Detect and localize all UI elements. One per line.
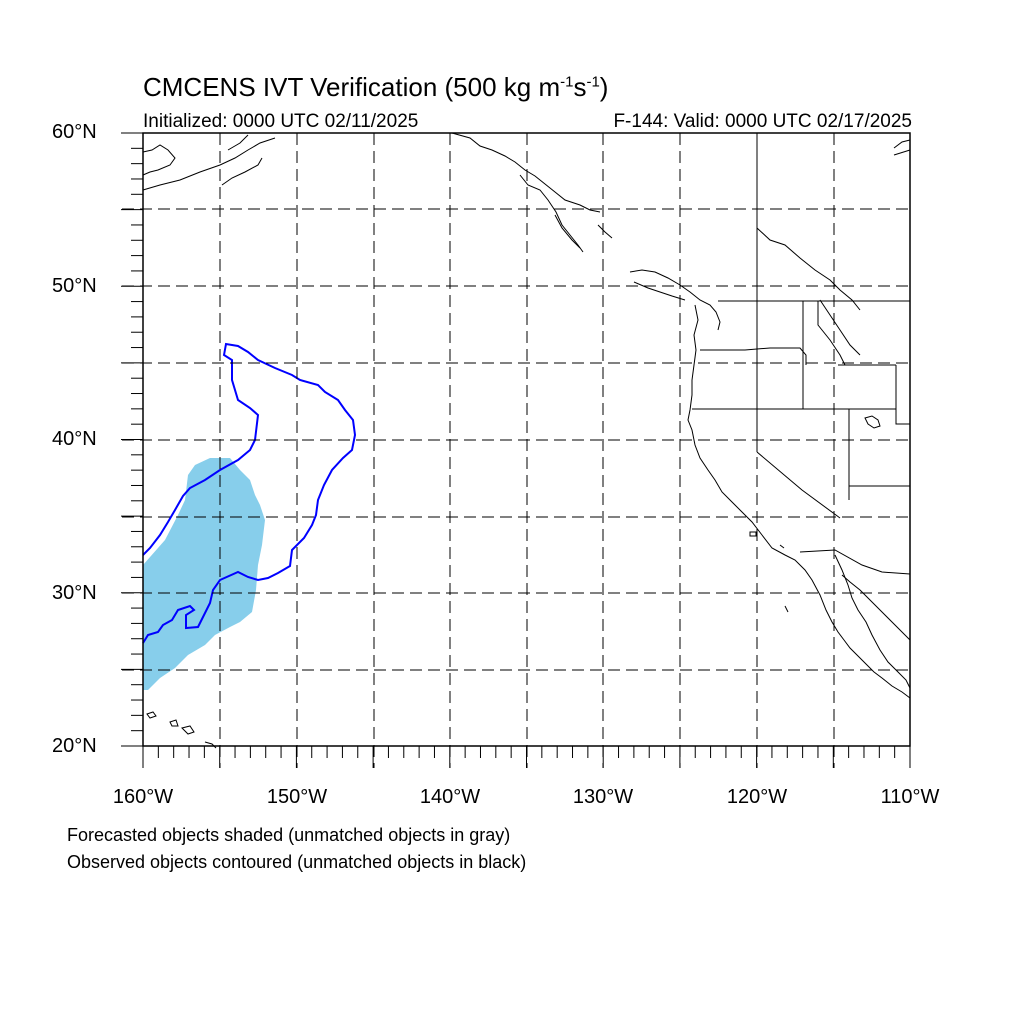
coastlines (142, 132, 911, 749)
lat-label-50: 50°N (52, 275, 97, 297)
lon-label-130w: 130°W (572, 786, 634, 808)
lat-label-20: 20°N (52, 735, 97, 757)
legend-observed: Observed objects contoured (unmatched ob… (67, 852, 527, 872)
lon-label-160w: 160°W (112, 786, 174, 808)
valid-time-label: F-144: Valid: 0000 UTC 02/17/2025 (613, 111, 912, 132)
initialized-label: Initialized: 0000 UTC 02/11/2025 (143, 111, 419, 132)
lat-label-30: 30°N (52, 582, 97, 604)
lon-label-150w: 150°W (266, 786, 328, 808)
lon-label-140w: 140°W (419, 786, 481, 808)
lon-grid-lines (219, 133, 835, 768)
forecast-object (143, 458, 265, 690)
legend-forecast: Forecasted objects shaded (unmatched obj… (67, 825, 511, 845)
axis-ticks (121, 132, 911, 768)
map-title: CMCENS IVT Verification (500 kg m-1s-1) (143, 72, 609, 102)
lon-label-110w: 110°W (880, 786, 940, 808)
lat-label-40: 40°N (52, 428, 97, 450)
lat-label-60: 60°N (52, 121, 97, 143)
observed-contour (142, 342, 357, 644)
lon-label-120w: 120°W (726, 786, 788, 808)
political-borders (692, 133, 911, 575)
lat-grid-lines (122, 208, 910, 671)
